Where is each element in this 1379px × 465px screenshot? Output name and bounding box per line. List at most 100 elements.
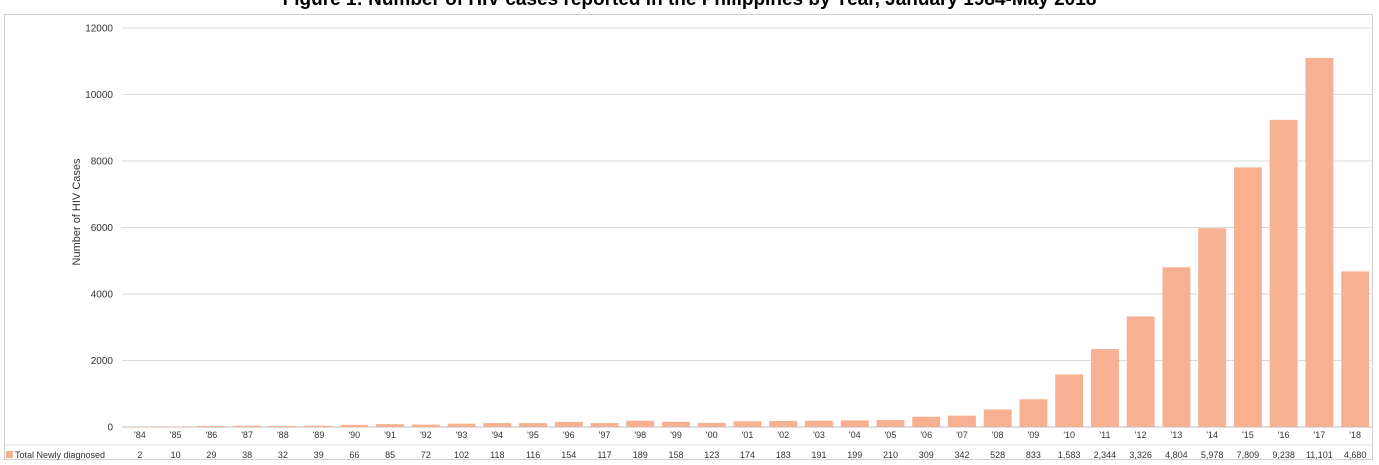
data-table-value: 29	[206, 450, 216, 460]
bar	[161, 426, 190, 428]
y-tick-label: 2000	[91, 356, 114, 367]
bar	[1341, 271, 1370, 427]
bar	[1305, 57, 1334, 427]
bar	[519, 423, 547, 427]
bar	[554, 421, 583, 427]
x-tick-label: '98	[634, 430, 646, 440]
bar	[447, 423, 476, 427]
bar	[983, 409, 1012, 427]
x-tick-label: '84	[134, 430, 146, 440]
y-tick-label: 6000	[91, 223, 114, 234]
bar	[304, 425, 333, 427]
bar	[733, 421, 762, 427]
legend-label: Total Newly diagnosed	[15, 450, 105, 460]
x-tick-label: '97	[599, 430, 611, 440]
x-tick-label: '95	[527, 430, 539, 440]
y-axis-ticks: 0 2000 4000 6000 8000 10000 12000	[85, 24, 113, 434]
bar	[268, 425, 297, 427]
data-table-value: 174	[740, 450, 755, 460]
x-tick-label: '91	[384, 430, 396, 440]
data-table-value: 7,809	[1237, 450, 1260, 460]
bar	[948, 415, 976, 427]
data-table-value: 9,238	[1272, 450, 1295, 460]
x-tick-label: '15	[1242, 430, 1254, 440]
data-table-value: 11,101	[1306, 450, 1333, 460]
bar	[876, 420, 905, 427]
data-table-value: 39	[314, 450, 324, 460]
data-table-value: 117	[597, 450, 611, 460]
bar	[805, 420, 833, 427]
bar	[340, 424, 369, 427]
bar	[483, 423, 512, 427]
data-table-value: 1,583	[1058, 450, 1081, 460]
x-tick-label: '87	[241, 430, 253, 440]
y-tick-label: 12000	[85, 24, 113, 35]
x-tick-label: '89	[313, 430, 325, 440]
data-table-value: 309	[919, 450, 934, 460]
data-table-value: 116	[526, 450, 540, 460]
x-tick-label: '92	[420, 430, 432, 440]
data-table-value: 191	[811, 450, 826, 460]
data-table-value: 123	[704, 450, 719, 460]
bar	[912, 416, 941, 427]
bar	[1198, 228, 1227, 427]
data-table-value: 10	[171, 450, 181, 460]
bar	[197, 426, 226, 427]
data-table-row: 2 10 29 38 32 39 66 85 72 102 118 116 154 117 189 158 12…	[5, 444, 1373, 460]
x-tick-label: '93	[456, 430, 468, 440]
data-table-value: 210	[883, 450, 898, 460]
x-tick-label: '04	[849, 430, 861, 440]
legend: Total Newly diagnosed	[6, 450, 105, 460]
bar	[411, 424, 440, 427]
chart-title: Figure 1: Number of HIV cases reported i…	[0, 0, 1379, 11]
x-tick-label: '17	[1314, 430, 1326, 440]
bar	[626, 420, 655, 427]
x-tick-label: '09	[1028, 430, 1040, 440]
x-tick-label: '01	[742, 430, 754, 440]
x-tick-label: '85	[170, 430, 182, 440]
data-table-value: 4,680	[1344, 450, 1367, 460]
x-tick-label: '07	[956, 430, 968, 440]
x-tick-label: '94	[491, 430, 503, 440]
data-table-value: 2	[137, 450, 142, 460]
data-table-value: 158	[668, 450, 683, 460]
bar	[1019, 399, 1048, 427]
bar	[125, 426, 154, 428]
x-tick-label: '00	[706, 430, 718, 440]
data-table-value: 833	[1026, 450, 1041, 460]
legend-swatch	[6, 451, 13, 458]
bar	[769, 420, 798, 427]
x-axis-ticks: '84 '85 '86 '87 '88 '89 '90 '91 '92 '93 '94 '95 '96 '…	[134, 430, 1361, 440]
x-tick-label: '88	[277, 430, 289, 440]
x-tick-label: '08	[992, 430, 1004, 440]
bar	[376, 424, 405, 427]
x-tick-label: '99	[670, 430, 682, 440]
chart-frame	[4, 14, 1373, 460]
data-table-value: 528	[990, 450, 1005, 460]
data-table-value: 85	[385, 450, 395, 460]
bars	[125, 57, 1370, 428]
data-table-value: 66	[349, 450, 359, 460]
data-table-value: 4,804	[1165, 450, 1188, 460]
data-table-value: 38	[242, 450, 252, 460]
x-tick-label: '86	[205, 430, 217, 440]
bar	[1126, 316, 1155, 427]
bar	[1233, 167, 1262, 427]
x-tick-label: '18	[1349, 430, 1361, 440]
bar	[1269, 119, 1298, 428]
y-tick-label: 8000	[91, 157, 114, 168]
data-table-value: 5,978	[1201, 450, 1224, 460]
bar	[590, 423, 619, 427]
data-table-value: 102	[454, 450, 469, 460]
bar	[662, 421, 690, 427]
data-table-value: 199	[847, 450, 862, 460]
x-tick-label: '03	[813, 430, 825, 440]
y-tick-label: 4000	[91, 290, 114, 301]
x-tick-label: '11	[1099, 430, 1110, 440]
x-tick-label: '16	[1278, 430, 1290, 440]
bar	[233, 425, 262, 427]
x-tick-label: '10	[1063, 430, 1075, 440]
data-table-value: 32	[278, 450, 288, 460]
data-table-value: 183	[776, 450, 791, 460]
